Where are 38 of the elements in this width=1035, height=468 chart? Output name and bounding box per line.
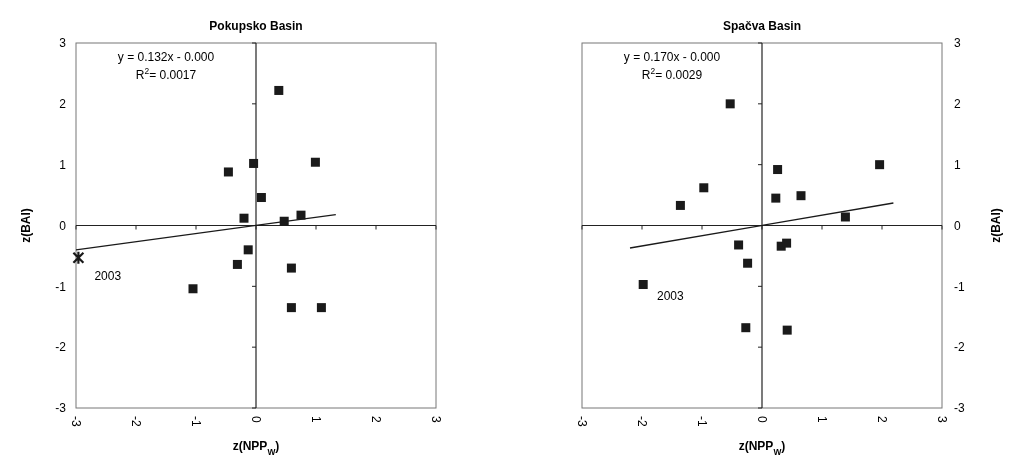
x-tick-label: -3 — [68, 416, 83, 427]
x-tick-label: -1 — [188, 416, 203, 427]
x-tick-label: 2 — [874, 416, 889, 423]
y-tick-label: 1 — [59, 157, 67, 172]
annotation: 2003 — [657, 288, 685, 303]
x-tick-label: 0 — [248, 416, 263, 423]
y-tick-label: 0 — [59, 218, 67, 233]
y-axis-title: z(BAI) — [19, 208, 33, 243]
annotation: R$^{2}$= 0.0017 — [135, 66, 197, 82]
x-tick-label: -3 — [574, 416, 589, 427]
annotation: y = 0.132x - 0.000 — [117, 50, 215, 64]
x-tick-label: -2 — [634, 416, 649, 427]
x-tick-label: 2 — [368, 416, 383, 423]
y2-tick-label: -2 — [954, 340, 965, 355]
x-tick-label: 0 — [754, 416, 769, 423]
x-tick-label: 3 — [934, 416, 949, 423]
x-tick-label: 3 — [428, 416, 443, 423]
annotation: y = 0.170x - 0.000 — [623, 50, 721, 64]
x-axis-title: z(NPP$_{W}$) — [738, 439, 786, 457]
y-tick-label: 3 — [59, 36, 67, 51]
y2-tick-label: 2 — [954, 97, 961, 112]
y2-tick-label: -1 — [954, 279, 965, 294]
y2-tick-label: 1 — [954, 157, 961, 172]
x-tick-label: 1 — [308, 416, 323, 423]
x-tick-label: -2 — [128, 416, 143, 427]
y-tick-label: -1 — [55, 279, 67, 294]
annotation: 2003 — [94, 268, 122, 283]
chart-title: Spačva Basin — [722, 19, 802, 33]
annotation: R$^{2}$= 0.0029 — [641, 66, 703, 82]
chart-title: Pokupsko Basin — [209, 19, 303, 33]
y2-tick-label: 0 — [954, 218, 961, 233]
y2-tick-label: 3 — [954, 36, 961, 51]
x-axis-title: z(NPP$_{W}$) — [232, 439, 280, 457]
x-tick-label: 1 — [814, 416, 829, 423]
y2-axis-title: z(BAI) — [989, 208, 1003, 243]
y-tick-label: 2 — [59, 97, 67, 112]
y-tick-label: -2 — [55, 340, 67, 355]
x-tick-label: -1 — [694, 416, 709, 427]
